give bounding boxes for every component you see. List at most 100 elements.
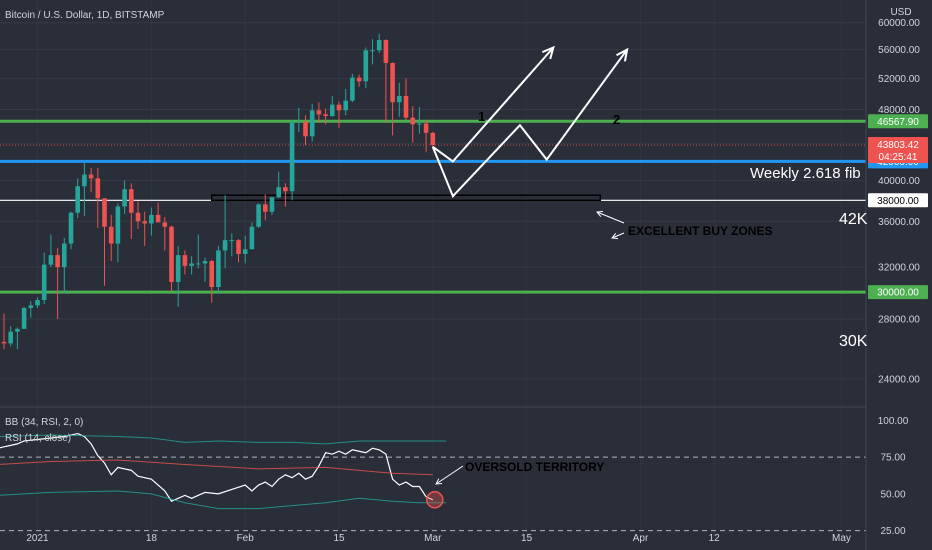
candle-down	[88, 174, 94, 179]
indicator-label-bb: BB (34, RSI, 2, 0)	[5, 417, 83, 428]
time-tick-label: Apr	[633, 533, 649, 544]
gridlines	[0, 22, 866, 380]
candle-up	[309, 110, 315, 137]
candle-down	[182, 255, 188, 266]
candle-up	[249, 226, 255, 250]
time-tick-label: 18	[146, 533, 158, 544]
candle-up	[175, 255, 181, 282]
candle-down	[129, 189, 134, 213]
rsi-line	[0, 432, 434, 502]
candle-down	[430, 132, 436, 146]
candle-up	[350, 77, 355, 101]
candle-down	[283, 187, 288, 192]
price-tick-label: 60000.00	[878, 18, 920, 29]
candle-up	[15, 328, 20, 332]
candle-up	[229, 240, 235, 242]
time-tick-label: 2021	[26, 533, 49, 544]
candle-up	[370, 50, 375, 52]
price-tick-label: 48000.00	[878, 105, 920, 116]
price-tick-label: 32000.00	[878, 263, 920, 274]
candle-up	[189, 263, 194, 266]
candle-down	[423, 123, 429, 133]
price-tick-label: 28000.00	[878, 314, 920, 325]
time-tick-label: May	[832, 533, 851, 544]
candle-up	[276, 187, 281, 198]
bb-lower-band	[0, 490, 447, 510]
price-level-tag	[868, 114, 928, 129]
buy-zone-pointer-lower-head	[611, 233, 619, 240]
price-tick-label: 36000.00	[878, 217, 920, 228]
scenario-path-1	[432, 46, 555, 163]
countdown-label: 04:25:41	[879, 152, 918, 163]
price-tick-label: 40000.00	[878, 176, 920, 187]
bb-upper-band	[0, 434, 447, 445]
candle-down	[336, 104, 342, 111]
time-axis: 2021 18 Feb 15 Mar 15 Apr 12 May	[26, 533, 851, 544]
scenario-arrowhead-1	[541, 45, 555, 60]
price-level-tag	[868, 193, 928, 208]
candle-down	[142, 221, 147, 224]
candle-up	[35, 300, 40, 306]
oversold-annotation: OVERSOLD TERRITORY	[465, 460, 604, 474]
oversold-pointer-head	[435, 478, 443, 485]
price-tick-label: 56000.00	[878, 45, 920, 56]
candle-down	[1, 341, 7, 344]
scenario-path-2	[431, 48, 628, 199]
candle-up	[222, 240, 228, 251]
chart-title: Bitcoin / U.S. Dollar, 1D, BITSTAMP	[5, 10, 165, 21]
candle-down	[316, 110, 322, 115]
current-price-tag	[868, 137, 928, 164]
candle-down	[135, 212, 141, 222]
candle-up	[417, 123, 422, 125]
candle-down	[303, 121, 308, 137]
rsi-tick-label: 100.00	[878, 416, 909, 427]
price-axis: 60000.0056000.0052000.0048000.0044000.00…	[868, 18, 928, 537]
price-level-tag-label: 38000.00	[877, 196, 919, 207]
buy-zones-annotation: EXCELLENT BUY ZONES	[628, 224, 772, 238]
price-level-tag	[868, 285, 928, 300]
candle-up	[75, 186, 80, 213]
buy-zone-box	[210, 194, 602, 202]
price-tick-label: 24000.00	[878, 374, 920, 385]
annotation-42k: 42K	[839, 211, 868, 228]
candle-up	[149, 214, 154, 224]
candle-up	[256, 204, 261, 227]
path-1-label: 1	[478, 109, 485, 124]
buy-zone-pointer-upper-head	[596, 210, 604, 217]
time-tick-label: 15	[521, 533, 533, 544]
candle-up	[363, 50, 369, 82]
candle-down	[236, 240, 241, 254]
candle-up	[216, 250, 221, 288]
candle-down	[95, 178, 101, 199]
candle-up	[68, 212, 74, 244]
candle-down	[383, 39, 389, 63]
rsi-pane	[0, 432, 866, 532]
time-tick-label: 12	[709, 533, 721, 544]
candle-up	[330, 104, 335, 117]
candle-up	[397, 95, 402, 103]
rsi-tick-label: 50.00	[880, 489, 905, 500]
candle-up	[296, 121, 302, 123]
candle-up	[289, 122, 295, 192]
price-level-tag-label: 30000.00	[877, 288, 919, 299]
time-tick-label: Feb	[237, 533, 255, 544]
candle-down	[410, 117, 415, 125]
annotation-30k: 30K	[839, 333, 868, 350]
candle-down	[102, 198, 107, 227]
candle-up	[196, 263, 201, 265]
candle-down	[403, 95, 409, 118]
candle-up	[62, 243, 67, 268]
candle-down	[263, 204, 268, 212]
price-level-tag-label: 46567.90	[877, 117, 919, 128]
candle-up	[202, 261, 208, 264]
fib-annotation: Weekly 2.618 fib	[750, 165, 861, 182]
candle-up	[115, 206, 121, 244]
horizontal-levels	[0, 119, 866, 294]
price-axis-panel	[866, 0, 932, 550]
candle-up	[48, 255, 54, 265]
candle-up	[269, 197, 275, 212]
oversold-circle	[426, 491, 444, 509]
